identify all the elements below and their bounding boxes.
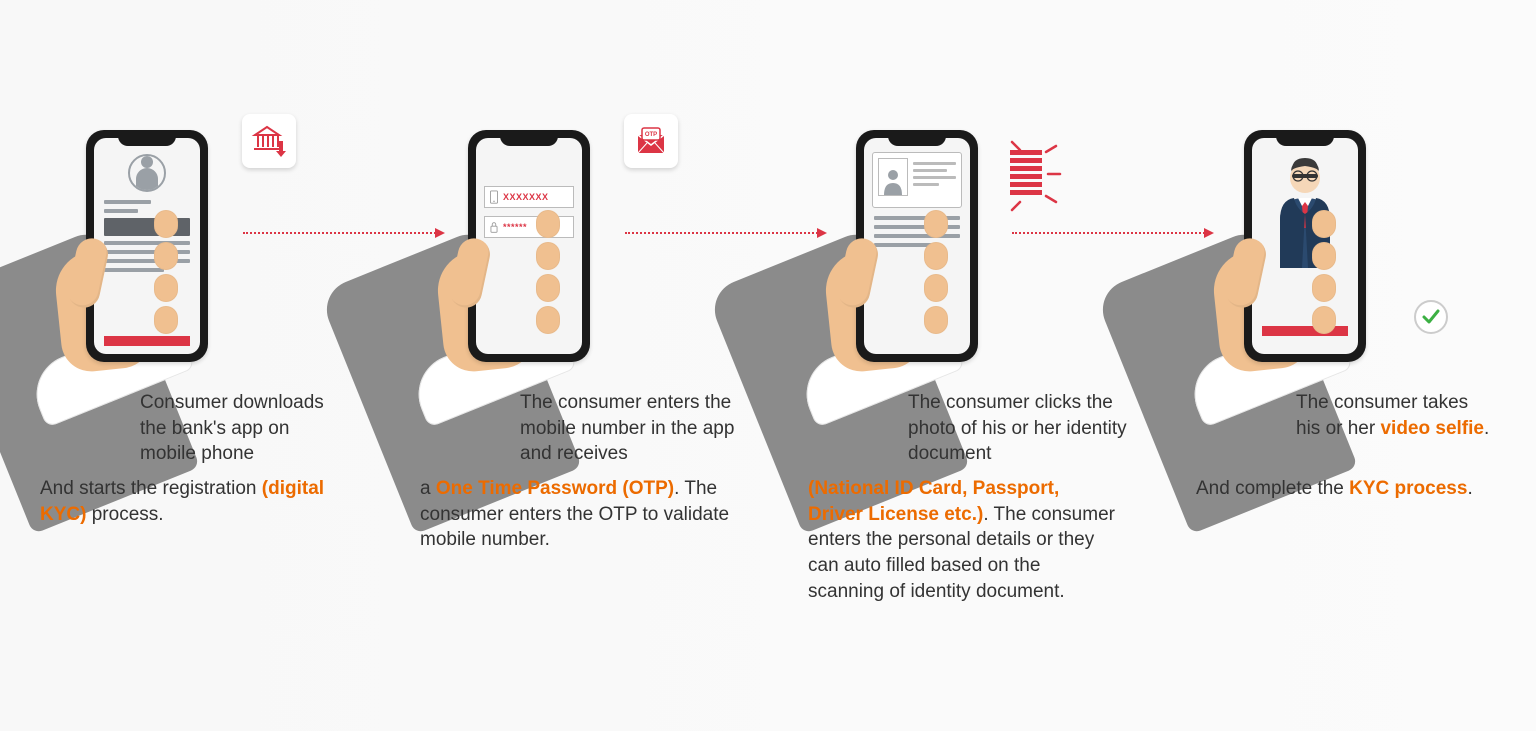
step-1-top-text: Consumer downloads the bank's app on mob… <box>140 392 324 464</box>
step-4-illustration <box>1196 110 1436 390</box>
step-4-bottom-pre: And complete the <box>1196 478 1349 499</box>
arrow-1 <box>243 232 443 234</box>
otp-envelope-icon: OTP <box>624 114 678 168</box>
check-icon <box>1414 300 1448 334</box>
step-1-caption-bottom: And starts the registration (digital KYC… <box>40 476 360 527</box>
arrow-2 <box>625 232 825 234</box>
step-1-illustration <box>38 110 278 390</box>
step-2-bottom-pre: a <box>420 478 436 499</box>
step-4 <box>1196 110 1496 390</box>
step-1-bottom-pre: And starts the registration <box>40 478 262 499</box>
bank-download-icon <box>242 114 296 168</box>
step-2-caption-bottom: a One Time Password (OTP). The consumer … <box>420 476 750 553</box>
otp-field-value: ****** <box>503 222 527 232</box>
step-1-caption-top: Consumer downloads the bank's app on mob… <box>140 390 350 467</box>
mobile-field-value: XXXXXXX <box>503 192 549 202</box>
step-4-caption-top: The consumer takes his or her video self… <box>1296 390 1496 441</box>
step-4-bottom-post: . <box>1467 478 1472 499</box>
infographic-stage: Consumer downloads the bank's app on mob… <box>0 0 1536 731</box>
step-1-bottom-post: process. <box>86 504 163 525</box>
step-4-caption-bottom: And complete the KYC process. <box>1196 476 1496 502</box>
step-2: XXXXXXX ****** OTP <box>420 110 720 390</box>
step-2-top-text: The consumer enters the mobile number in… <box>520 392 734 464</box>
step-2-bottom-hl: One Time Password (OTP) <box>436 478 674 499</box>
scan-flash-icon <box>1010 140 1064 217</box>
step-3-illustration <box>808 110 1048 390</box>
step-3 <box>808 110 1108 390</box>
step-3-top-text: The consumer clicks the photo of his or … <box>908 392 1127 464</box>
step-4-top-post: . <box>1484 418 1489 439</box>
step-3-caption-top: The consumer clicks the photo of his or … <box>908 390 1128 467</box>
step-3-caption-bottom: (National ID Card, Passport, Driver Lice… <box>808 476 1118 604</box>
step-2-illustration: XXXXXXX ****** OTP <box>420 110 660 390</box>
step-4-bottom-hl: KYC process <box>1349 478 1467 499</box>
step-2-caption-top: The consumer enters the mobile number in… <box>520 390 750 467</box>
arrow-3 <box>1012 232 1212 234</box>
svg-text:OTP: OTP <box>645 132 657 138</box>
step-1 <box>38 110 338 390</box>
step-4-top-hl: video selfie <box>1380 418 1484 439</box>
